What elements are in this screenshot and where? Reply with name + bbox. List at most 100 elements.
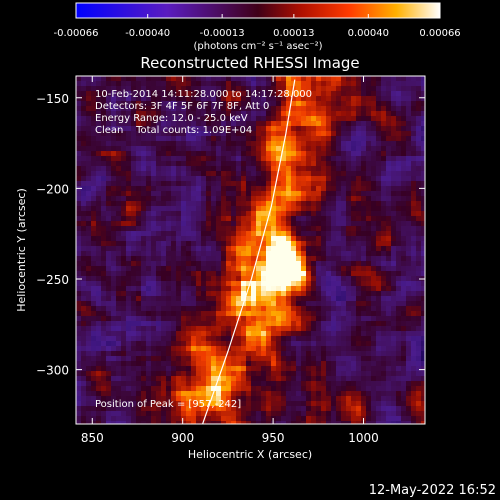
heatmap-cell	[151, 76, 157, 82]
heatmap-cell	[346, 131, 352, 137]
heatmap-cell	[81, 186, 87, 192]
heatmap-cell	[151, 371, 157, 377]
heatmap-cell	[236, 286, 242, 292]
heatmap-cell	[141, 186, 147, 192]
heatmap-cell	[361, 296, 367, 302]
heatmap-cell	[106, 261, 112, 267]
heatmap-cell	[336, 416, 342, 422]
heatmap-cell	[321, 241, 327, 247]
heatmap-cell	[81, 346, 87, 352]
heatmap-cell	[256, 376, 262, 382]
heatmap-cell	[306, 96, 312, 102]
heatmap-cell	[376, 111, 382, 117]
heatmap-cell	[401, 91, 407, 97]
heatmap-cell	[281, 181, 287, 187]
heatmap-cell	[376, 276, 382, 282]
heatmap-cell	[211, 421, 217, 424]
heatmap-cell	[91, 366, 97, 372]
heatmap-cell	[351, 371, 357, 377]
heatmap-cell	[161, 111, 167, 117]
heatmap-cell	[136, 316, 142, 322]
heatmap-cell	[296, 96, 302, 102]
heatmap-cell	[281, 421, 287, 424]
heatmap-cell	[286, 91, 292, 97]
heatmap-cell	[356, 126, 362, 132]
heatmap-cell	[421, 256, 425, 262]
heatmap-cell	[391, 146, 397, 152]
heatmap-cell	[121, 76, 127, 82]
heatmap-cell	[291, 241, 297, 247]
heatmap-cell	[336, 421, 342, 424]
heatmap-cell	[211, 311, 217, 317]
heatmap-cell	[331, 201, 337, 207]
heatmap-cell	[396, 316, 402, 322]
heatmap-cell	[136, 261, 142, 267]
heatmap-cell	[216, 206, 222, 212]
heatmap-cell	[391, 266, 397, 272]
heatmap-cell	[206, 401, 212, 407]
heatmap-cell	[381, 126, 387, 132]
heatmap-cell	[201, 206, 207, 212]
heatmap-cell	[236, 391, 242, 397]
heatmap-cell	[266, 166, 272, 172]
heatmap-cell	[116, 91, 122, 97]
heatmap-cell	[116, 371, 122, 377]
heatmap-cell	[226, 206, 232, 212]
heatmap-cell	[106, 356, 112, 362]
heatmap-cell	[161, 101, 167, 107]
heatmap-cell	[396, 141, 402, 147]
heatmap-cell	[381, 176, 387, 182]
heatmap-cell	[166, 376, 172, 382]
heatmap-cell	[286, 246, 292, 252]
heatmap-cell	[416, 96, 422, 102]
heatmap-cell	[181, 276, 187, 282]
heatmap-cell	[296, 331, 302, 337]
heatmap-cell	[271, 341, 277, 347]
heatmap-cell	[291, 161, 297, 167]
heatmap-cell	[111, 326, 117, 332]
heatmap-cell	[151, 131, 157, 137]
heatmap-cell	[366, 106, 372, 112]
heatmap-cell	[256, 326, 262, 332]
heatmap-cell	[391, 371, 397, 377]
heatmap-cell	[416, 331, 422, 337]
heatmap-cell	[386, 181, 392, 187]
heatmap-cell	[111, 306, 117, 312]
heatmap-cell	[86, 206, 92, 212]
heatmap-cell	[276, 211, 282, 217]
heatmap-cell	[231, 106, 237, 112]
heatmap-cell	[216, 111, 222, 117]
heatmap-cell	[116, 226, 122, 232]
heatmap-cell	[276, 231, 282, 237]
heatmap-cell	[321, 391, 327, 397]
heatmap-cell	[311, 216, 317, 222]
heatmap-cell	[256, 146, 262, 152]
heatmap-cell	[271, 416, 277, 422]
heatmap-cell	[96, 116, 102, 122]
heatmap-cell	[356, 91, 362, 97]
heatmap-cell	[91, 391, 97, 397]
heatmap-cell	[291, 421, 297, 424]
heatmap-cell	[176, 411, 182, 417]
heatmap-cell	[126, 206, 132, 212]
heatmap-cell	[351, 86, 357, 92]
heatmap-cell	[296, 236, 302, 242]
heatmap-cell	[226, 321, 232, 327]
heatmap-cell	[76, 81, 82, 87]
heatmap-cell	[201, 316, 207, 322]
heatmap-cell	[331, 326, 337, 332]
heatmap-cell	[186, 101, 192, 107]
heatmap-cell	[166, 161, 172, 167]
heatmap-cell	[246, 81, 252, 87]
heatmap-cell	[221, 266, 227, 272]
heatmap-cell	[86, 241, 92, 247]
heatmap-cell	[396, 111, 402, 117]
heatmap-cell	[181, 151, 187, 157]
heatmap-cell	[256, 106, 262, 112]
heatmap-cell	[326, 266, 332, 272]
heatmap-cell	[146, 256, 152, 262]
heatmap-cell	[326, 226, 332, 232]
heatmap-cell	[126, 356, 132, 362]
heatmap-cell	[401, 336, 407, 342]
heatmap-cell	[111, 211, 117, 217]
